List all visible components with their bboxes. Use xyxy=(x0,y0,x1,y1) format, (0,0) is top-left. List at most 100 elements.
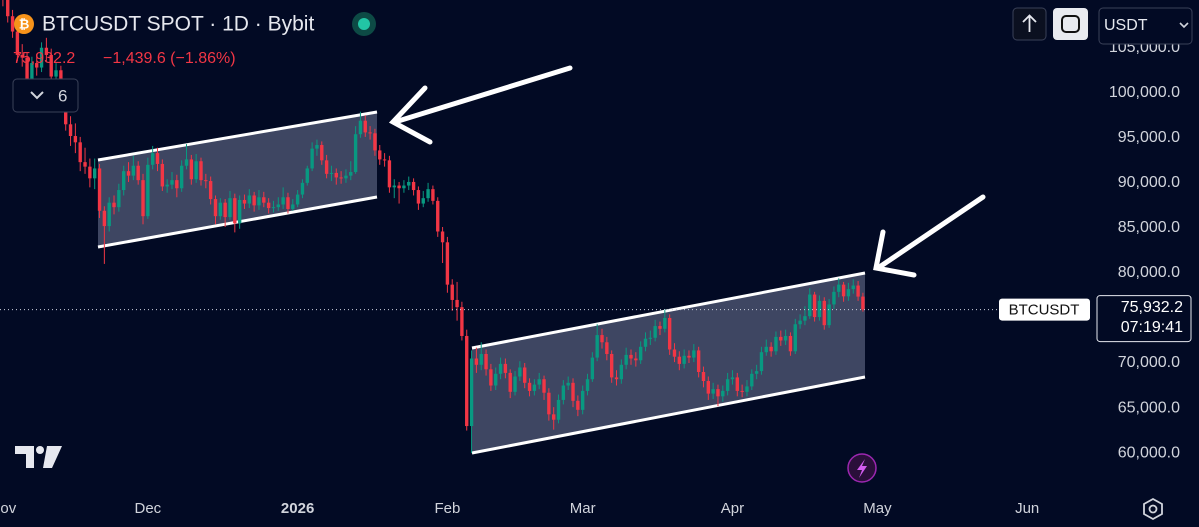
candle-body xyxy=(310,148,314,169)
candle-body xyxy=(436,200,440,232)
candle-body xyxy=(300,182,305,195)
candle-body xyxy=(170,180,174,185)
y-tick-label: 70,000.0 xyxy=(1118,354,1180,371)
candle-body xyxy=(382,159,387,161)
candle-body xyxy=(677,356,682,364)
candle-body xyxy=(696,350,701,373)
x-tick-label: Apr xyxy=(721,500,744,517)
arrow-up-icon xyxy=(1022,14,1037,32)
candle-body xyxy=(262,197,266,203)
candle-body xyxy=(93,168,97,179)
candle-body xyxy=(247,195,251,204)
price-tag-bg xyxy=(1096,295,1192,343)
candle-body xyxy=(687,355,691,358)
candle-body xyxy=(808,294,812,317)
candle-body xyxy=(175,180,179,189)
candle-body xyxy=(73,136,78,143)
channel-line xyxy=(471,271,866,350)
channel-fill xyxy=(472,273,865,453)
candle-body xyxy=(68,124,73,137)
candle-body xyxy=(494,373,498,386)
candle-body xyxy=(146,164,150,217)
candle-body xyxy=(450,284,454,300)
y-tick-label: 80,000.0 xyxy=(1118,264,1180,281)
tradingview-logo xyxy=(15,446,62,468)
candles xyxy=(2,0,865,454)
candle-body xyxy=(179,165,184,189)
candle-body xyxy=(189,159,194,180)
candle-body xyxy=(817,300,822,318)
candle-body xyxy=(208,181,213,200)
arrow xyxy=(388,65,573,145)
candle-body xyxy=(484,353,488,370)
candle-body xyxy=(150,153,155,165)
candle-body xyxy=(97,168,102,211)
candle-body xyxy=(518,367,522,377)
candle-body xyxy=(609,353,614,378)
candle-body xyxy=(740,390,744,392)
arrow xyxy=(873,194,986,278)
currency-select[interactable] xyxy=(1098,7,1193,45)
y-tick-label: 65,000.0 xyxy=(1118,399,1180,416)
candle-body xyxy=(692,350,696,358)
indicator-toggle[interactable] xyxy=(12,78,79,113)
lightning xyxy=(857,459,867,478)
candle-body xyxy=(537,379,541,385)
candle-body xyxy=(286,197,290,209)
candle-body xyxy=(257,197,261,206)
candle-body xyxy=(803,316,807,321)
candle-body xyxy=(295,194,300,205)
candle-body xyxy=(469,358,474,427)
candle-body xyxy=(223,202,227,218)
candle-body xyxy=(213,199,218,217)
candle-body xyxy=(107,202,111,227)
candle-body xyxy=(44,47,49,55)
candle-body xyxy=(624,354,628,365)
candle-body xyxy=(266,202,271,209)
candle-body xyxy=(6,0,10,17)
last-price: 75,932.2 xyxy=(13,50,75,67)
candle-body xyxy=(353,134,358,173)
candle-body xyxy=(595,335,599,358)
candle-body xyxy=(793,324,797,352)
x-tick-label: May xyxy=(863,500,892,517)
candle-body xyxy=(561,385,566,400)
candle-body xyxy=(78,142,82,163)
candle-body xyxy=(465,335,469,427)
candle-body xyxy=(542,379,546,393)
candle-body xyxy=(339,177,343,179)
candle-body xyxy=(508,372,512,392)
candle-body xyxy=(489,369,493,386)
candle-body xyxy=(851,285,855,290)
candle-body xyxy=(523,367,527,383)
candle-body xyxy=(653,326,657,338)
symbol-title: BTCUSDT SPOT · 1D · Bybit xyxy=(42,13,314,36)
candle-body xyxy=(184,159,189,166)
price-tag-value: 75,932.2 xyxy=(1121,299,1183,316)
candle-body xyxy=(83,162,87,167)
candle-body xyxy=(846,289,851,297)
settings-icon[interactable] xyxy=(1143,497,1163,521)
candle-body xyxy=(638,346,643,361)
candle-body xyxy=(324,160,329,174)
y-tick-label: 85,000.0 xyxy=(1118,219,1180,236)
candle-body xyxy=(812,294,817,318)
candle-body xyxy=(566,382,570,386)
candle-body xyxy=(131,165,136,176)
candle-body xyxy=(252,195,256,206)
candle-body xyxy=(721,390,725,397)
candle-body xyxy=(764,346,768,353)
plot-area xyxy=(2,0,986,455)
button[interactable] xyxy=(1053,8,1088,40)
candle-body xyxy=(711,389,715,394)
candle-body xyxy=(199,161,203,181)
candle-body xyxy=(387,160,392,188)
candle-body xyxy=(682,355,686,364)
candle-body xyxy=(571,382,575,401)
candle-body xyxy=(320,145,324,161)
candle-body xyxy=(527,382,532,391)
candle-body xyxy=(228,198,232,218)
candle-body xyxy=(281,197,285,205)
candle-body xyxy=(614,377,619,380)
